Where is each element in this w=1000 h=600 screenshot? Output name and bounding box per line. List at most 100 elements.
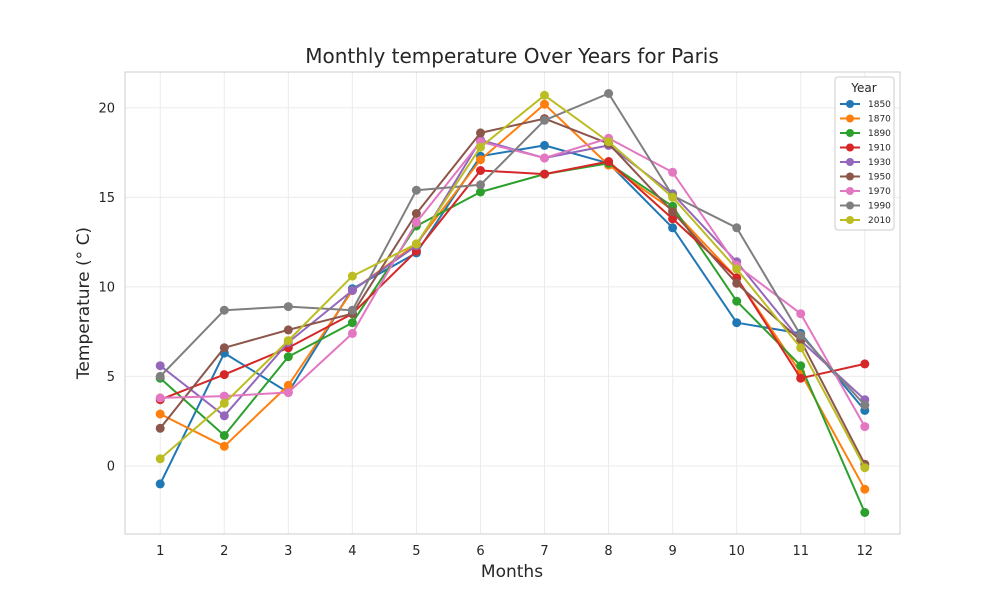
data-point-1950: [732, 278, 742, 288]
data-point-2010: [668, 192, 678, 202]
series-layer: [155, 89, 870, 517]
data-point-2010: [604, 137, 614, 147]
series-line-1950: [159, 117, 866, 465]
series-line-1990: [159, 92, 866, 406]
legend-label: 1890: [868, 129, 891, 139]
data-point-2010: [283, 336, 293, 346]
data-point-1850: [668, 223, 678, 233]
data-point-1910: [540, 169, 549, 179]
series-line-1890: [159, 162, 866, 513]
x-tick-label: 1: [156, 544, 164, 559]
x-tick-label: 3: [284, 544, 292, 559]
y-tick-label: 15: [98, 191, 115, 206]
data-point-1910: [860, 359, 870, 369]
data-point-1870: [476, 155, 485, 165]
data-point-1850: [540, 140, 549, 150]
legend-item-1890: 1890: [840, 129, 891, 139]
data-point-1950: [411, 209, 421, 218]
data-point-1890: [796, 361, 806, 371]
legend-label: 1990: [868, 202, 891, 212]
data-point-1990: [860, 400, 870, 410]
data-point-1890: [347, 318, 357, 328]
series-2010: [155, 90, 870, 473]
legend-item-1930: 1930: [840, 158, 891, 168]
data-point-1950: [219, 343, 229, 353]
data-point-2010: [860, 463, 870, 473]
x-axis-label: Months: [481, 562, 543, 582]
data-point-1950: [668, 207, 678, 217]
data-point-1970: [668, 167, 678, 177]
data-point-1890: [283, 352, 293, 362]
y-tick-labels: 0 5 10 15 20: [98, 101, 115, 474]
legend-swatch-marker: [846, 187, 854, 195]
legend-label: 1930: [868, 158, 891, 168]
y-tick-label: 5: [107, 370, 115, 385]
data-point-2010: [796, 343, 806, 353]
y-tick-label: 10: [98, 280, 115, 295]
x-tick-label: 4: [348, 544, 356, 559]
data-point-1890: [219, 431, 229, 440]
series-1970: [155, 133, 870, 432]
legend-items: 1850 1870 1890 1910 1930 1950 1970 1990 2010: [840, 100, 891, 226]
data-point-1890: [476, 187, 485, 197]
x-tick-label: 5: [412, 544, 420, 559]
data-point-1930: [347, 286, 357, 295]
data-point-1910: [604, 157, 614, 166]
series-1890: [155, 158, 870, 517]
data-point-1870: [219, 441, 229, 451]
legend-label: 1850: [868, 100, 891, 110]
legend-swatch-marker: [846, 100, 854, 108]
legend-label: 1970: [868, 187, 891, 197]
data-point-1930: [219, 411, 229, 421]
legend-title: Year: [850, 81, 876, 95]
data-point-1950: [476, 128, 485, 138]
data-point-1930: [155, 361, 165, 371]
data-point-1910: [796, 373, 806, 383]
data-point-1890: [732, 296, 742, 306]
legend-label: 2010: [868, 216, 891, 226]
series-line-2010: [159, 94, 866, 469]
data-point-1990: [283, 302, 293, 312]
legend-swatch-marker: [846, 143, 854, 152]
plot-area: [125, 72, 900, 534]
legend-swatch-marker: [846, 216, 854, 224]
data-point-1950: [155, 423, 165, 433]
data-point-1970: [411, 217, 421, 227]
x-tick-labels: 1 2 3 4 5 6 7 8 9 10 11 12: [156, 544, 873, 559]
data-point-1990: [155, 371, 165, 381]
data-point-1870: [283, 380, 293, 390]
legend-item-1970: 1970: [840, 187, 891, 197]
data-point-1910: [668, 214, 678, 224]
legend: Year 1850 1870 1890 1910 1930 1950 1970 1990 201…: [834, 76, 895, 231]
x-tick-label: 2: [220, 544, 228, 559]
series-line-1970: [160, 137, 866, 428]
y-tick-label: 20: [98, 101, 115, 116]
data-point-1970: [860, 422, 870, 432]
data-point-1950: [283, 325, 293, 335]
data-point-1970: [540, 153, 549, 163]
data-point-1970: [283, 388, 293, 397]
data-point-1990: [540, 115, 549, 125]
legend-item-2010: 2010: [840, 216, 891, 226]
chart-title: Monthly temperature Over Years for Paris: [305, 44, 719, 68]
data-point-2010: [219, 398, 229, 408]
legend-item-1950: 1950: [840, 172, 891, 183]
data-point-1990: [732, 223, 742, 233]
data-point-1850: [732, 318, 742, 328]
legend-label: 1870: [868, 115, 891, 125]
legend-swatch-marker: [846, 172, 854, 181]
legend-item-1990: 1990: [840, 201, 891, 212]
legend-swatch-marker: [846, 114, 854, 123]
data-point-1870: [860, 484, 870, 494]
data-point-1910: [476, 166, 485, 175]
data-point-1890: [860, 508, 870, 517]
legend-swatch-marker: [846, 158, 854, 166]
data-point-2010: [540, 90, 549, 100]
data-point-1970: [347, 328, 357, 338]
data-point-1970: [219, 391, 229, 401]
data-point-1990: [476, 180, 485, 190]
y-tick-label: 0: [107, 459, 115, 474]
data-point-2010: [411, 239, 421, 249]
data-point-1870: [540, 99, 549, 109]
y-axis-label: Temperature (° C): [74, 227, 94, 380]
